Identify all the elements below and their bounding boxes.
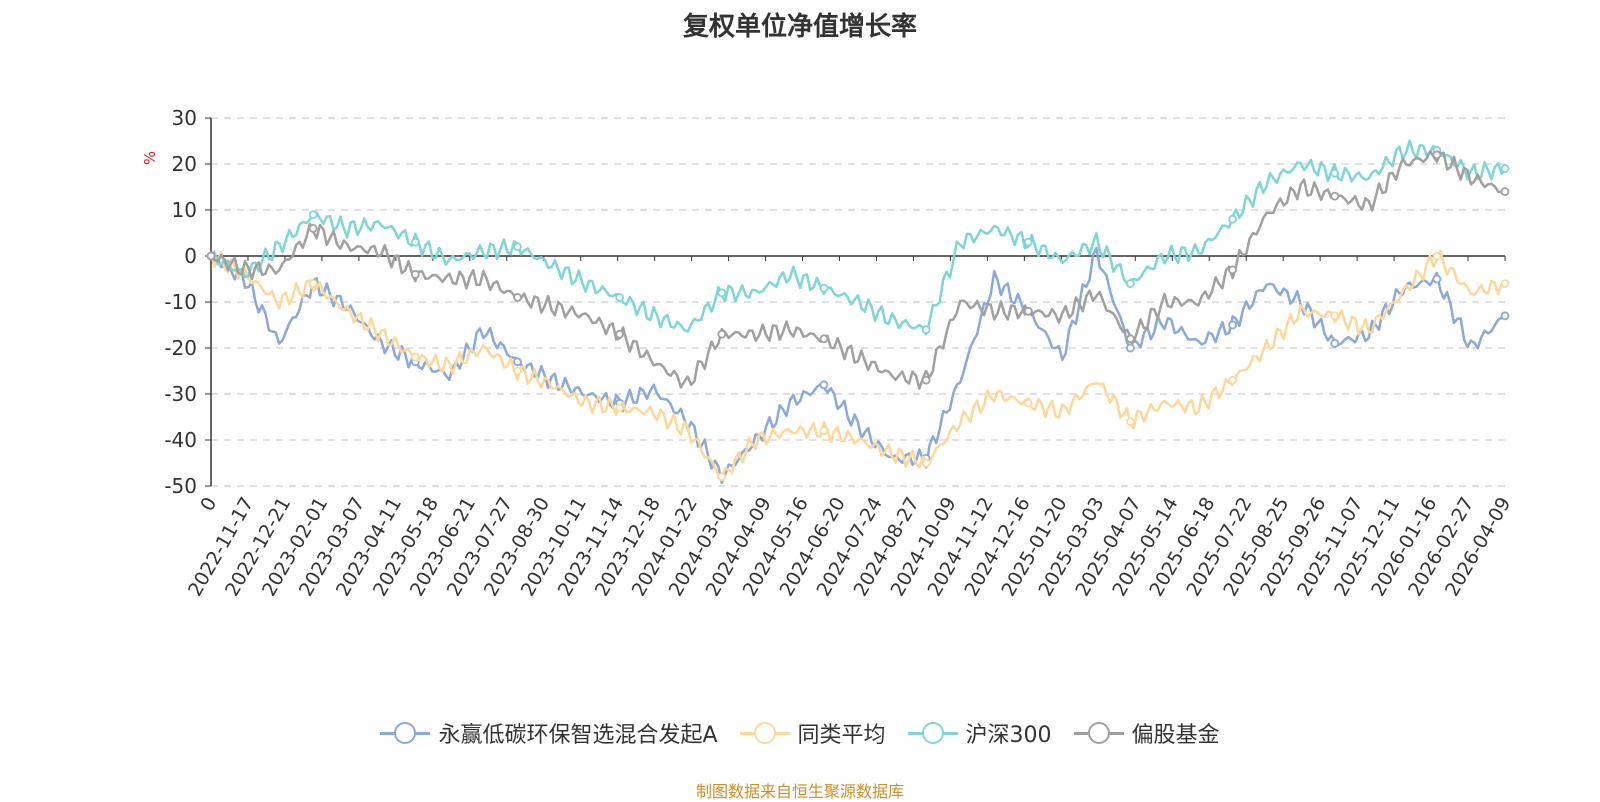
- series-line: [210, 246, 1506, 485]
- series-point: [1500, 187, 1510, 197]
- legend-marker-equity-fund: [1073, 722, 1124, 744]
- series-point: [1330, 191, 1340, 201]
- legend-item-equity-fund[interactable]: 偏股基金: [1073, 717, 1220, 749]
- series-point: [1500, 311, 1510, 321]
- series-line: [210, 139, 1507, 336]
- y-axis-unit: %: [141, 151, 159, 165]
- series-point: [1023, 306, 1033, 316]
- legend-marker-peer-average: [739, 722, 790, 744]
- series-point: [921, 325, 931, 335]
- series-point: [1228, 375, 1237, 385]
- legend: 永赢低碳环保智选混合发起A 同类平均 沪深300 偏股基金: [0, 717, 1600, 749]
- series-line: [209, 249, 1506, 479]
- y-tick-label: 0: [184, 244, 197, 268]
- series-point: [308, 223, 318, 233]
- series-point: [410, 269, 420, 279]
- series-point: [615, 292, 625, 302]
- legend-label-fund: 永赢低碳环保智选混合发起A: [438, 723, 718, 748]
- series-point: [717, 472, 727, 482]
- series-point: [615, 329, 625, 339]
- legend-marker-fund: [380, 722, 431, 744]
- x-tick-label: 0: [196, 494, 221, 515]
- y-tick-label: -20: [164, 336, 197, 360]
- legend-item-csi300[interactable]: 沪深300: [907, 717, 1052, 749]
- series-point: [1126, 417, 1135, 427]
- series-point: [1432, 274, 1442, 284]
- chart-plot: 3020100-10-20-30-40-50%02022-11-172022-1…: [141, 106, 1515, 600]
- series-point: [1432, 251, 1442, 261]
- y-tick-label: -10: [164, 290, 197, 314]
- series-point: [513, 242, 522, 252]
- series-point: [1500, 279, 1510, 289]
- series-point: [513, 366, 522, 376]
- series-point: [1330, 311, 1340, 321]
- source-note: 制图数据来自恒生聚源数据库: [695, 782, 904, 801]
- y-tick-label: -30: [164, 382, 197, 406]
- series-point: [819, 380, 829, 390]
- legend-label-peer-average: 同类平均: [797, 723, 886, 748]
- series-point: [1126, 334, 1135, 344]
- series-point: [819, 283, 829, 293]
- series-point: [206, 251, 216, 261]
- legend-label-csi300: 沪深300: [965, 723, 1052, 748]
- series-point: [1126, 279, 1135, 289]
- series-point: [921, 375, 931, 385]
- series-point: [308, 279, 318, 289]
- series-point: [615, 403, 625, 413]
- series-point: [1023, 237, 1033, 247]
- series-point: [513, 292, 522, 302]
- legend-item-fund[interactable]: 永赢低碳环保智选混合发起A: [380, 717, 718, 749]
- y-tick-label: -40: [164, 428, 197, 452]
- series-point: [1330, 168, 1340, 178]
- series-point: [410, 237, 420, 247]
- series-point: [1023, 398, 1033, 408]
- y-tick-label: -50: [164, 474, 197, 498]
- series-point: [1432, 150, 1442, 160]
- series-point: [1228, 214, 1237, 224]
- series-point: [1228, 320, 1237, 330]
- y-tick-label: 20: [172, 152, 197, 176]
- series-point: [717, 329, 727, 339]
- y-tick-label: 10: [172, 198, 197, 222]
- legend-label-equity-fund: 偏股基金: [1131, 723, 1220, 748]
- series-point: [1126, 343, 1135, 353]
- legend-item-peer-average[interactable]: 同类平均: [739, 717, 886, 749]
- series-point: [513, 357, 522, 367]
- series-point: [819, 334, 829, 344]
- series-point: [1500, 164, 1510, 174]
- series-line: [209, 149, 1506, 390]
- y-tick-label: 30: [172, 106, 197, 130]
- series-point: [1228, 265, 1237, 275]
- series-point: [921, 458, 931, 468]
- series-point: [819, 426, 829, 436]
- series-point: [717, 288, 727, 298]
- series-point: [410, 352, 420, 362]
- legend-marker-csi300: [907, 722, 958, 744]
- chart-title: 复权单位净值增长率: [682, 12, 917, 42]
- series-point: [1330, 338, 1340, 348]
- series-point: [308, 210, 318, 220]
